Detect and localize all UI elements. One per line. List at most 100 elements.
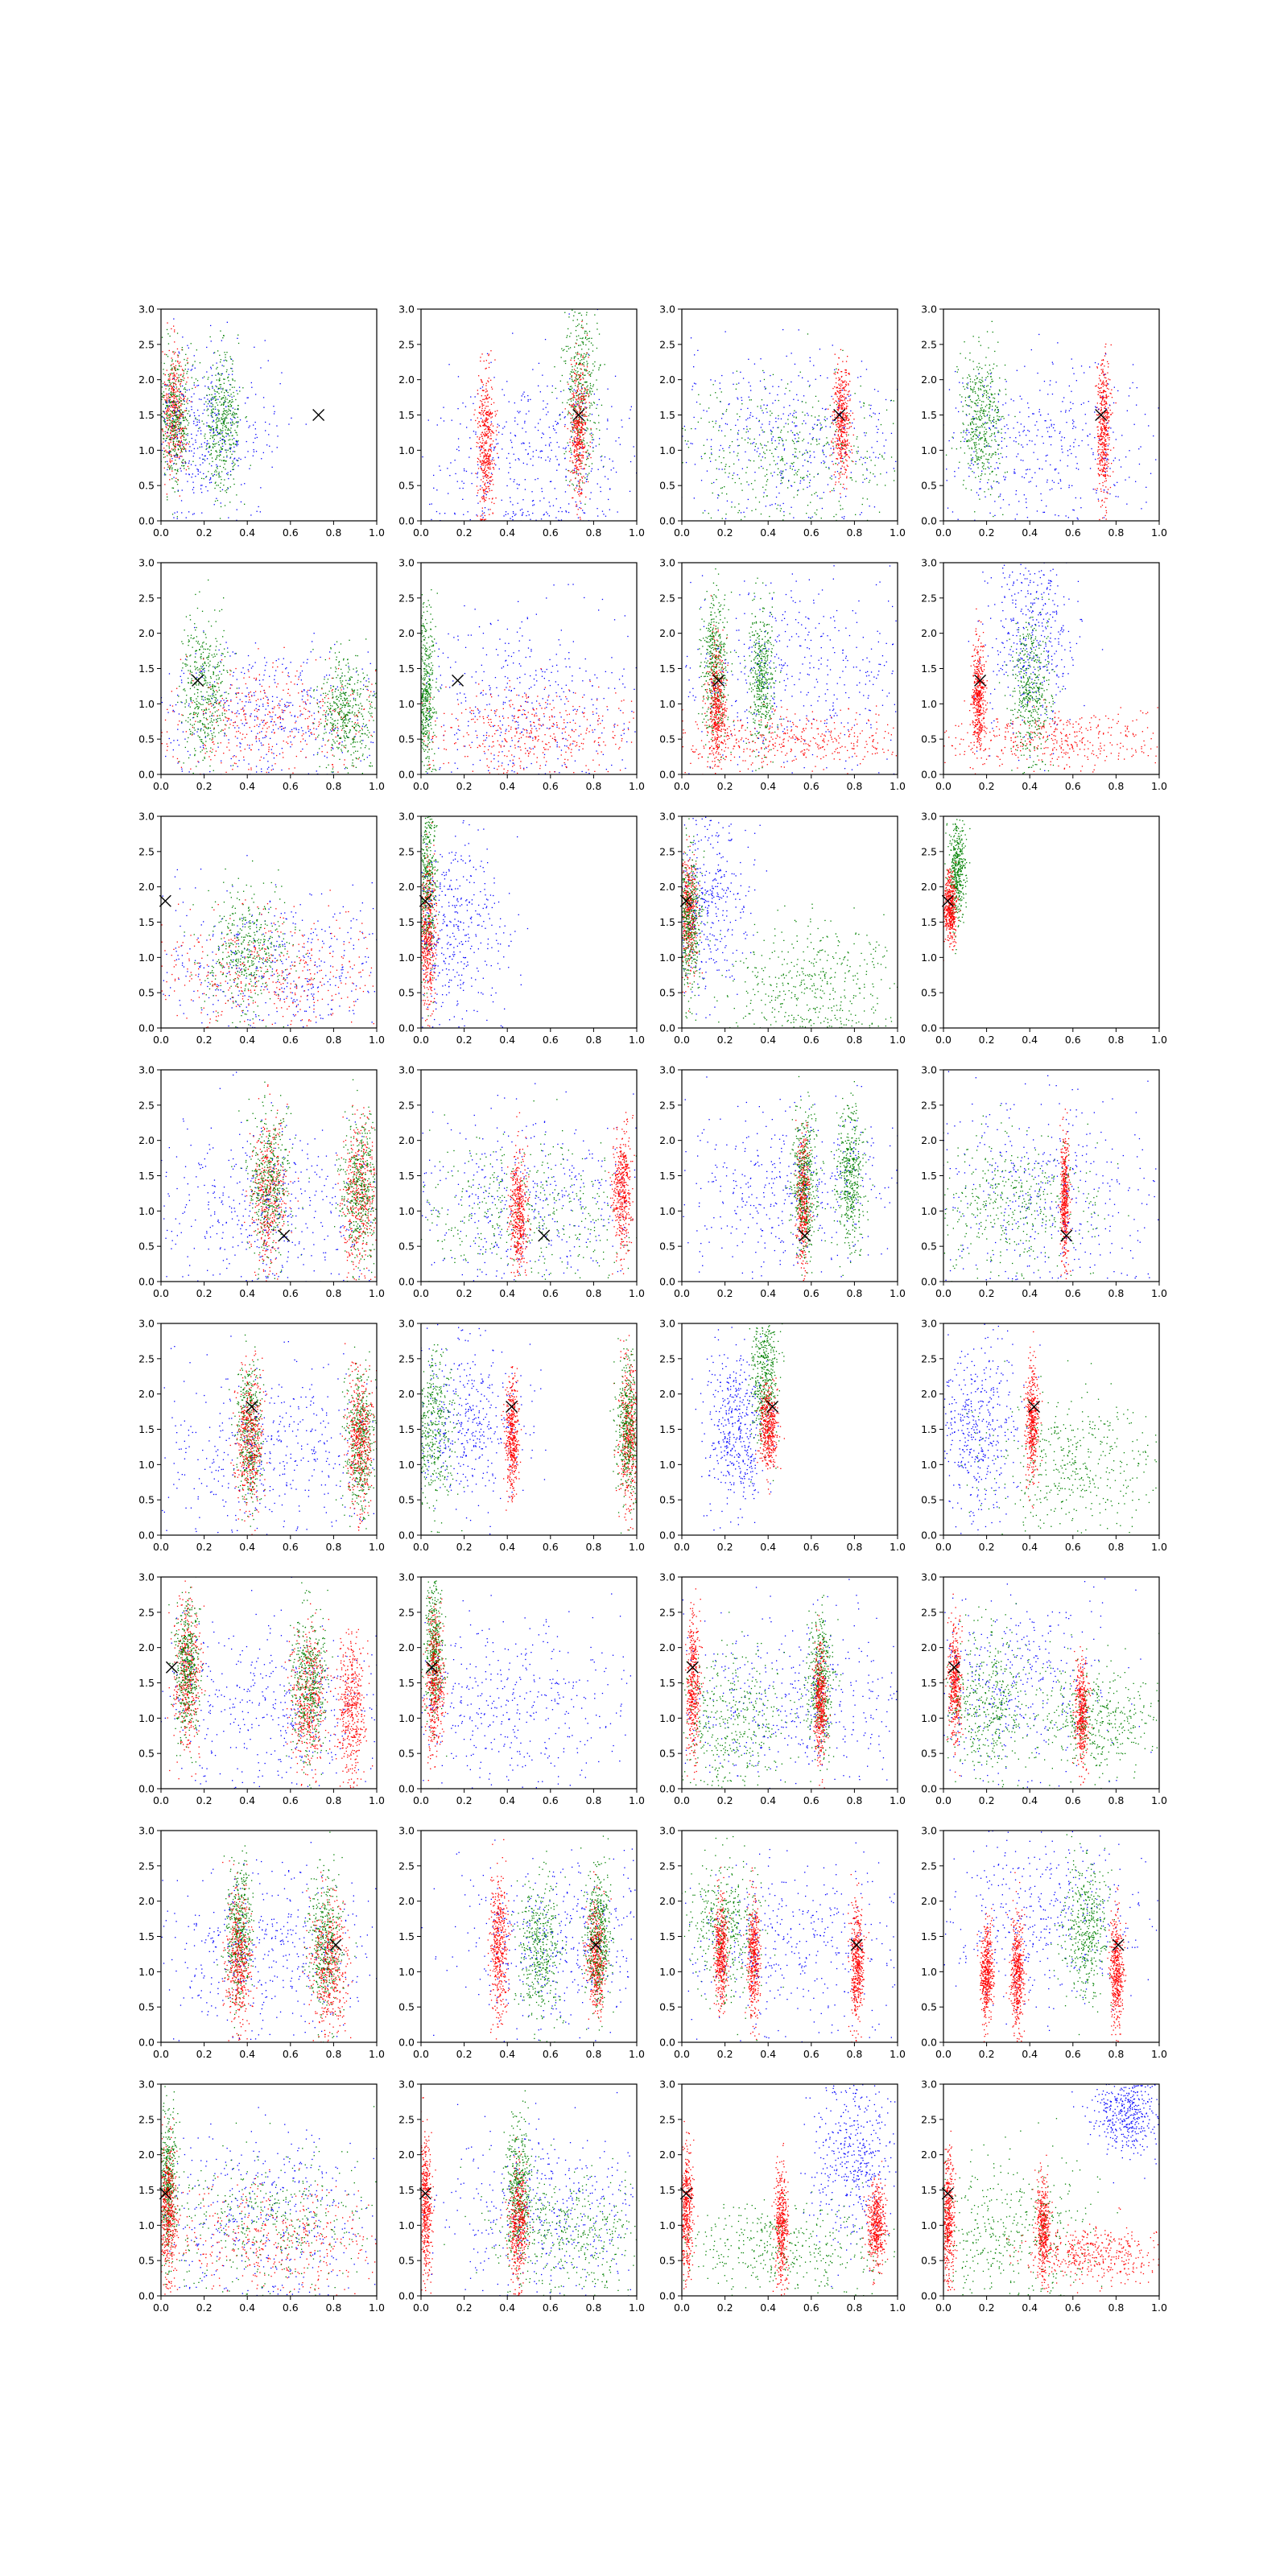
- data-point: [772, 402, 774, 404]
- data-point: [491, 460, 493, 462]
- data-point: [577, 423, 579, 425]
- data-point: [171, 357, 172, 359]
- data-point: [497, 443, 499, 444]
- data-point: [842, 436, 844, 438]
- data-point: [226, 321, 228, 323]
- data-point: [845, 469, 847, 471]
- data-point: [581, 341, 583, 343]
- data-point: [175, 414, 177, 415]
- data-point: [171, 423, 173, 424]
- data-point: [221, 489, 224, 490]
- data-point: [171, 478, 173, 480]
- data-point: [475, 433, 477, 435]
- data-point: [215, 430, 217, 431]
- data-point: [798, 489, 799, 491]
- data-point: [781, 458, 782, 460]
- data-point: [834, 419, 836, 421]
- data-point: [230, 358, 232, 360]
- data-point: [541, 490, 543, 493]
- data-point: [229, 410, 230, 411]
- data-point: [837, 423, 839, 425]
- data-point: [527, 394, 529, 397]
- data-point: [480, 485, 481, 487]
- data-point: [167, 410, 169, 411]
- data-point: [547, 456, 549, 458]
- data-point: [176, 354, 179, 356]
- data-point: [223, 467, 225, 469]
- data-point: [840, 449, 842, 451]
- data-point: [771, 412, 773, 414]
- data-point: [771, 452, 773, 454]
- data-point: [1101, 448, 1103, 451]
- data-point: [485, 413, 487, 415]
- data-point: [779, 436, 782, 439]
- data-point: [585, 336, 587, 338]
- data-point: [840, 442, 842, 444]
- data-point: [862, 474, 864, 476]
- data-point: [221, 471, 223, 473]
- data-point: [574, 459, 576, 460]
- data-point: [198, 427, 200, 429]
- data-point: [539, 500, 541, 502]
- data-point: [175, 384, 177, 386]
- data-point: [861, 512, 862, 514]
- data-point: [480, 387, 481, 390]
- data-point: [832, 442, 834, 444]
- data-point: [838, 462, 840, 464]
- data-point: [211, 473, 213, 475]
- data-point: [191, 433, 192, 435]
- data-point: [176, 431, 178, 433]
- data-point: [766, 411, 768, 413]
- data-point: [782, 460, 784, 462]
- data-point: [840, 456, 841, 458]
- data-point: [802, 454, 803, 456]
- data-point: [711, 448, 712, 450]
- data-point: [193, 420, 195, 422]
- data-point: [900, 355, 901, 356]
- data-point: [877, 457, 879, 459]
- data-point: [774, 448, 776, 450]
- data-point: [790, 465, 791, 467]
- data-point: [480, 466, 481, 468]
- data-point: [812, 437, 814, 439]
- data-point: [485, 457, 487, 459]
- data-point: [215, 395, 217, 397]
- data-point: [173, 394, 175, 397]
- data-point: [555, 498, 557, 500]
- data-point: [178, 456, 180, 459]
- data-point: [588, 389, 589, 390]
- data-point: [580, 395, 583, 397]
- data-point: [793, 461, 795, 464]
- data-point: [577, 473, 579, 475]
- data-point: [528, 442, 530, 444]
- data-point: [576, 353, 579, 354]
- data-point: [777, 474, 778, 476]
- data-point: [846, 453, 848, 456]
- data-point: [516, 483, 518, 485]
- data-point: [226, 473, 228, 475]
- data-point: [575, 356, 576, 357]
- data-point: [845, 418, 847, 419]
- data-point: [582, 377, 584, 378]
- data-point: [807, 470, 809, 472]
- data-point: [577, 434, 579, 436]
- data-point: [580, 432, 581, 434]
- data-point: [570, 471, 572, 473]
- data-point: [594, 361, 596, 363]
- data-point: [176, 433, 178, 436]
- y-tick-label: 1.0: [138, 444, 155, 456]
- data-point: [864, 417, 865, 419]
- data-point: [836, 371, 838, 374]
- data-point: [198, 398, 200, 400]
- data-point: [829, 404, 831, 407]
- data-point: [586, 407, 588, 409]
- data-point: [589, 446, 591, 448]
- data-point: [266, 444, 268, 446]
- data-point: [758, 419, 760, 421]
- data-point: [576, 491, 579, 493]
- data-point: [574, 346, 576, 348]
- data-point: [524, 396, 526, 398]
- data-point: [475, 473, 477, 474]
- data-point: [259, 511, 261, 513]
- data-point: [512, 519, 514, 521]
